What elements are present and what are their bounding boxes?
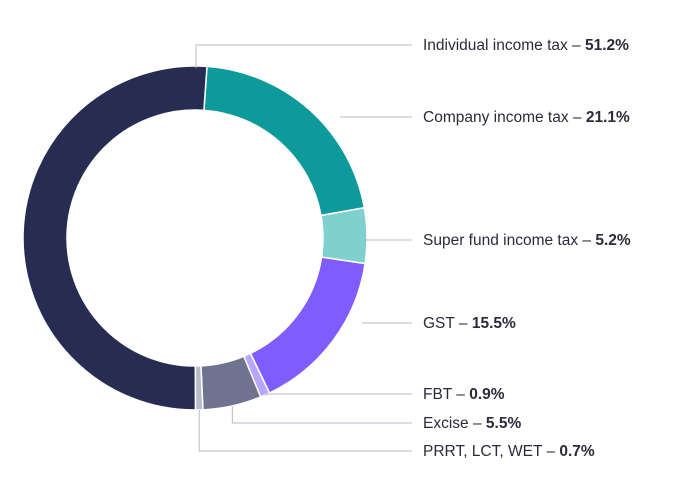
slice-label-prrt-lct-wet: PRRT, LCT, WET – 0.7% — [423, 443, 595, 460]
slice-label-value: 21.1% — [586, 109, 630, 126]
slice-super-fund-income-tax — [320, 206, 368, 265]
slice-label-gst: GST – 15.5% — [423, 315, 516, 332]
slice-label-value: 5.2% — [595, 232, 631, 249]
slice-label-name: Super fund income tax – — [423, 232, 595, 249]
slice-label-name: Individual income tax – — [423, 37, 585, 54]
leader-line-excise — [231, 405, 412, 424]
slice-label-value: 51.2% — [585, 37, 629, 54]
slice-prrt-lct-wet — [194, 365, 204, 411]
slice-label-name: PRRT, LCT, WET – — [423, 443, 559, 460]
leader-lines-group — [195, 44, 412, 452]
slice-label-name: Company income tax – — [423, 109, 586, 126]
slice-label-company-income-tax: Company income tax – 21.1% — [423, 109, 630, 126]
labels-group: Individual income tax – 51.2% Company inc… — [423, 37, 631, 460]
slice-label-fbt: FBT – 0.9% — [423, 386, 505, 403]
leader-line-individual-income-tax — [195, 44, 412, 68]
slice-label-value: 0.7% — [559, 443, 595, 460]
slice-label-name: FBT – — [423, 386, 469, 403]
slice-label-super-fund-income-tax: Super fund income tax – 5.2% — [423, 232, 631, 249]
slice-label-name: Excise – — [423, 415, 486, 432]
leader-line-prrt-lct-wet — [198, 409, 412, 452]
slices-group — [22, 65, 368, 411]
slice-label-value: 0.9% — [469, 386, 505, 403]
slice-individual-income-tax — [22, 65, 208, 411]
slice-gst — [249, 256, 366, 395]
slice-label-value: 15.5% — [472, 315, 516, 332]
slice-label-name: GST – — [423, 315, 472, 332]
slice-label-individual-income-tax: Individual income tax – 51.2% — [423, 37, 629, 54]
slice-label-value: 5.5% — [486, 415, 522, 432]
slice-company-income-tax — [203, 65, 366, 217]
slice-label-excise: Excise – 5.5% — [423, 415, 521, 432]
leader-line-fbt — [264, 393, 412, 396]
